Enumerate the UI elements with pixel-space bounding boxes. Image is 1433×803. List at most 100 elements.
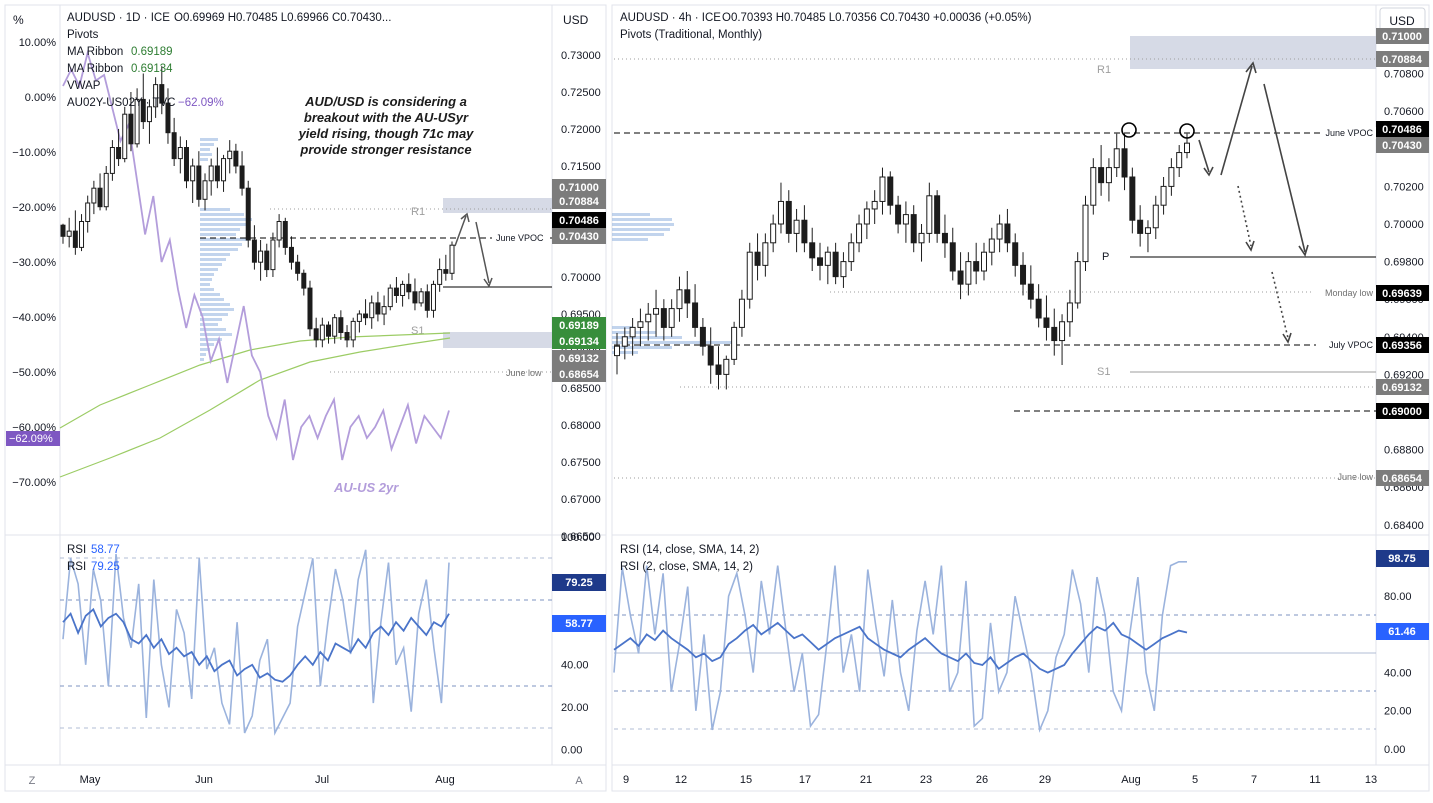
left-rsi-tick: 20.00 — [561, 702, 589, 714]
right-candle — [1051, 308, 1058, 356]
left-chart: % USD R — [4, 4, 607, 792]
left-indicator-ma-ribbon-1[interactable]: MA Ribbon — [67, 46, 123, 58]
right-price-badge: 0.70430 — [1376, 137, 1429, 153]
right-rsi-tick: 80.00 — [1384, 591, 1412, 603]
left-candle — [233, 143, 239, 174]
right-candles — [614, 133, 1190, 390]
right-rsi-2-line — [613, 560, 1187, 733]
left-indicator-vwap[interactable]: VWAP — [67, 80, 101, 92]
left-pct-tick: −30.00% — [12, 257, 56, 269]
left-rsi-pane: RSI 58.77 RSI 79.25 — [60, 544, 552, 736]
right-rsi-badge-2: 61.46 — [1388, 626, 1416, 638]
left-indicator-pivots[interactable]: Pivots — [67, 29, 99, 41]
left-rsi-2-label[interactable]: RSI — [67, 561, 86, 573]
left-candle — [400, 280, 406, 307]
right-rsi-2-label[interactable]: RSI (2, close, SMA, 14, 2) — [620, 561, 753, 573]
right-rsi-badges: 98.75 61.46 — [1376, 550, 1429, 640]
right-rsi-1-label[interactable]: RSI (14, close, SMA, 14, 2) — [620, 544, 760, 556]
left-forecast-arrows — [454, 212, 493, 288]
left-indicator-ma-ribbon-2-value: 0.69134 — [131, 63, 173, 75]
right-price-tick: 0.70200 — [1384, 181, 1424, 193]
right-candle — [731, 321, 738, 365]
left-june-vpoc-label: June VPOC — [496, 233, 544, 243]
left-candle — [91, 180, 97, 215]
left-candle — [171, 117, 177, 166]
left-x-jul: Jul — [315, 774, 329, 786]
left-pct-tick: −40.00% — [12, 312, 56, 324]
left-indicator-spread[interactable]: AU02Y-US02Y · TVC — [67, 97, 175, 109]
right-candle — [660, 299, 667, 341]
right-chart-frame — [611, 4, 1430, 792]
right-candle — [1160, 177, 1167, 215]
left-price-tick: 0.68500 — [561, 383, 601, 395]
right-price-badge: 0.68654 — [1376, 470, 1429, 486]
right-candle — [957, 252, 964, 300]
right-candle — [824, 246, 831, 285]
right-candle — [777, 182, 784, 234]
left-price-badge: 0.71000 — [552, 179, 606, 195]
right-candle — [840, 252, 847, 288]
left-candle — [443, 254, 449, 281]
right-candle — [645, 302, 652, 341]
right-ohlc-values: O0.70393 H0.70485 L0.70356 C0.70430 +0.0… — [722, 12, 1032, 24]
left-price-tick: 0.66500 — [561, 531, 601, 543]
right-x-label: 11 — [1309, 774, 1320, 786]
right-candle — [934, 190, 941, 243]
right-candle — [1090, 158, 1097, 215]
left-candle — [313, 317, 319, 348]
right-june-low-label: June low — [1337, 472, 1373, 482]
right-x-label: 9 — [623, 774, 629, 786]
annotation-line-1: AUD/USD is considering a — [304, 94, 467, 109]
left-price-badge: 0.69132 — [552, 350, 606, 366]
left-time-axis[interactable]: May Jun Jul Aug — [80, 774, 455, 786]
right-candle — [902, 201, 909, 243]
right-price-badge-text: 0.70486 — [1382, 124, 1422, 136]
left-price-badge: 0.70486 — [552, 212, 606, 228]
right-price-badge: 0.69000 — [1376, 403, 1429, 419]
left-candle — [221, 154, 227, 192]
right-x-label: 5 — [1192, 774, 1198, 786]
right-price-badge-text: 0.68654 — [1382, 473, 1423, 485]
right-candle — [809, 227, 816, 271]
left-rsi-1-value: 58.77 — [91, 544, 120, 556]
left-candle — [60, 223, 66, 244]
right-symbol-label[interactable]: AUDUSD · 4h · ICE — [620, 12, 721, 24]
left-price-badge: 0.68654 — [552, 366, 606, 382]
right-candle — [1012, 233, 1019, 277]
right-candle — [793, 208, 800, 253]
right-time-axis[interactable]: 9 12 15 17 21 23 26 29 Aug 5 7 11 13 — [623, 774, 1377, 786]
right-candle — [621, 327, 628, 360]
left-price-badges: 0.71000 0.70884 0.70486 0.70430 0.69189 0.691… — [552, 179, 606, 382]
left-candle — [134, 88, 140, 148]
left-auto-scale-button[interactable]: A — [575, 775, 583, 787]
right-candle — [762, 233, 769, 277]
right-price-badge: 0.69132 — [1376, 379, 1429, 395]
left-pct-axis[interactable]: 10.00% 0.00% −10.00% −20.00% −30.00% −40.00% −… — [12, 37, 56, 489]
left-rsi-tick: 40.00 — [561, 660, 589, 672]
right-candle — [684, 271, 691, 318]
left-symbol-label[interactable]: AUDUSD · 1D · ICE — [67, 12, 170, 24]
right-candle — [746, 242, 753, 309]
left-candle — [369, 295, 375, 329]
left-candle — [412, 278, 418, 311]
right-price-badge-text: 0.70884 — [1382, 54, 1423, 66]
left-price-tick: 0.72000 — [561, 124, 601, 136]
left-ma-ribbon-line-1 — [59, 332, 451, 429]
au-us-2yr-label: AU-US 2yr — [333, 480, 399, 495]
left-candle — [85, 195, 91, 233]
left-chart-frame — [4, 4, 607, 792]
right-price-tick: 0.68400 — [1384, 520, 1424, 532]
right-rsi-badge-1: 98.75 — [1388, 553, 1416, 565]
left-ma-ribbon-line-2 — [59, 337, 451, 478]
left-indicator-ma-ribbon-2[interactable]: MA Ribbon — [67, 63, 123, 75]
left-candle — [165, 88, 171, 144]
right-candle — [1059, 314, 1066, 365]
left-rsi-1-label[interactable]: RSI — [67, 544, 86, 556]
left-zoom-button[interactable]: Z — [29, 775, 36, 787]
right-pivots-subtitle[interactable]: Pivots (Traditional, Monthly) — [620, 29, 762, 41]
left-candle — [140, 73, 146, 129]
left-rsi-badge-2: 58.77 — [565, 618, 593, 630]
right-candle — [973, 242, 980, 285]
left-candle — [72, 210, 78, 255]
